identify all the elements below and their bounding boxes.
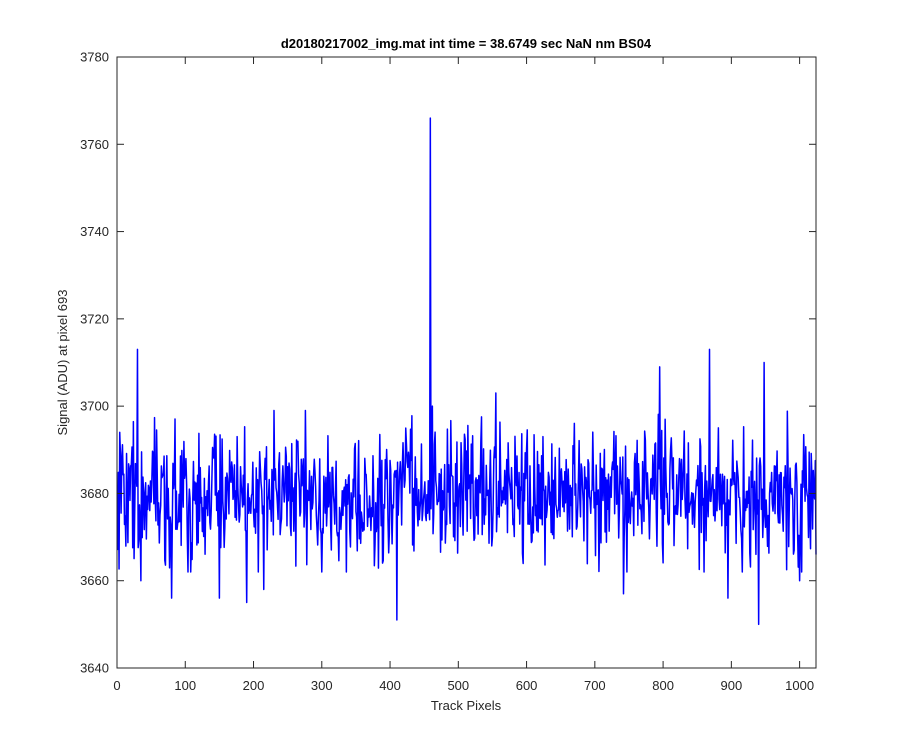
- y-tick-label: 3760: [80, 137, 109, 152]
- y-tick-label: 3720: [80, 311, 109, 326]
- x-tick-label: 600: [516, 678, 538, 693]
- x-axis-label: Track Pixels: [431, 698, 502, 713]
- y-tick-label: 3780: [80, 50, 109, 65]
- plot-area: [117, 57, 816, 668]
- axes-box: [116, 56, 817, 669]
- x-tick-label: 400: [379, 678, 401, 693]
- x-tick-label: 200: [243, 678, 265, 693]
- x-axis: 0 100 200 300 400 500 600 700 800 900 1000: [113, 57, 814, 693]
- y-tick-label: 3660: [80, 573, 109, 588]
- series-line: [116, 117, 817, 626]
- chart-title: d20180217002_img.mat int time = 38.6749 …: [281, 36, 652, 51]
- y-axis-label: Signal (ADU) at pixel 693: [55, 290, 70, 436]
- x-tick-label: 1000: [785, 678, 814, 693]
- y-axis: 3640 3660 3680 3700 3720 3740 3760 3780: [80, 50, 816, 676]
- y-tick-label: 3740: [80, 224, 109, 239]
- x-tick-label: 100: [174, 678, 196, 693]
- y-tick-label: 3680: [80, 486, 109, 501]
- y-tick-label: 3700: [80, 399, 109, 414]
- x-tick-label: 0: [113, 678, 120, 693]
- x-tick-label: 800: [652, 678, 674, 693]
- x-tick-label: 700: [584, 678, 606, 693]
- y-tick-label: 3640: [80, 661, 109, 676]
- data-layer: [116, 117, 817, 626]
- x-tick-label: 500: [447, 678, 469, 693]
- x-tick-label: 900: [721, 678, 743, 693]
- x-tick-label: 300: [311, 678, 333, 693]
